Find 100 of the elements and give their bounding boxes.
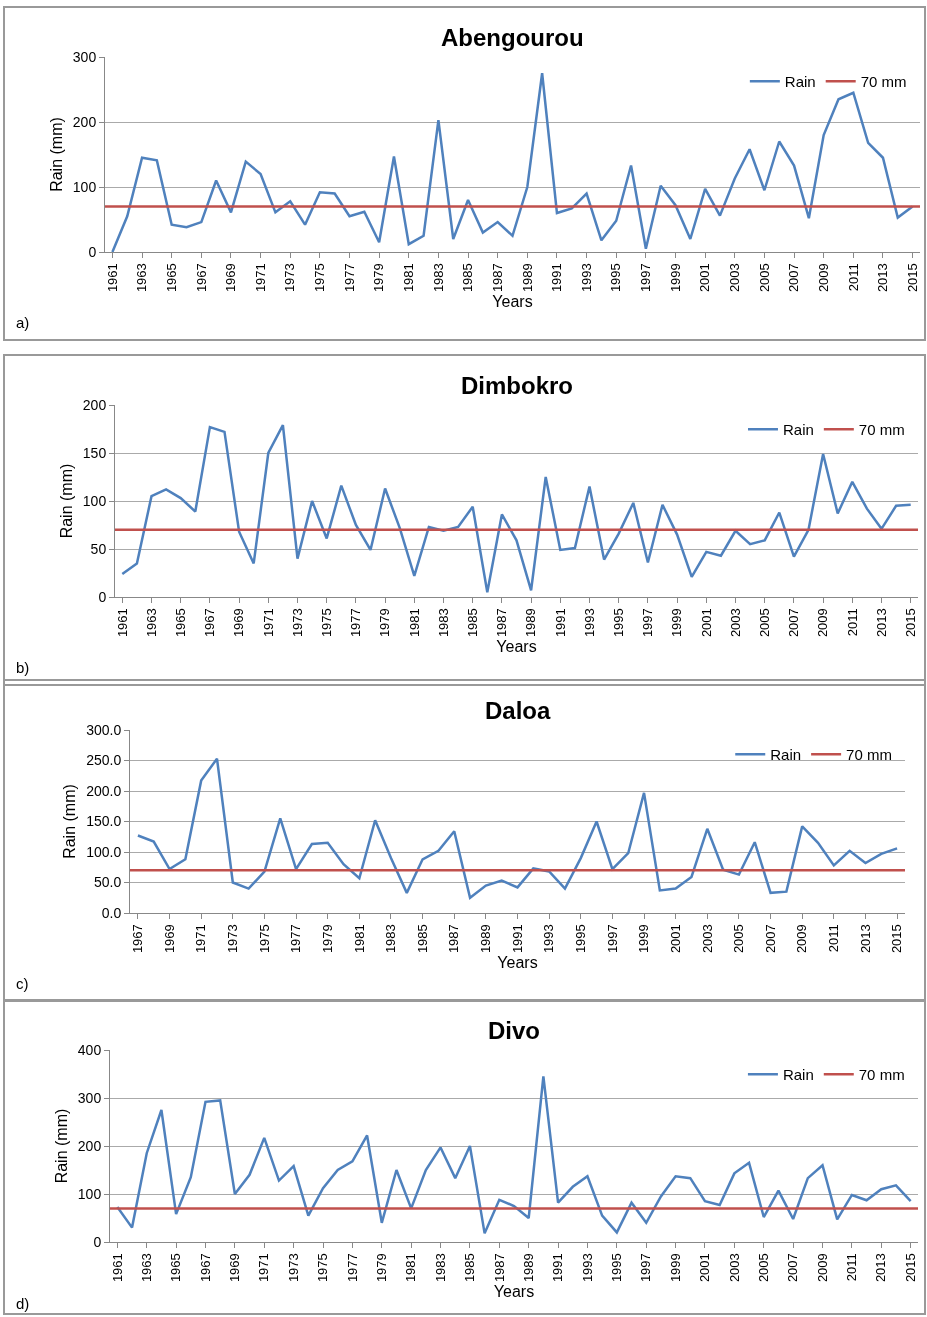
x-tick-label: 1993 [581, 608, 597, 638]
legend-label: Rain [770, 746, 802, 764]
x-tick-label: 1967 [202, 608, 218, 638]
legend-label: Rain [782, 421, 814, 439]
x-tick-label: 1989 [519, 263, 535, 293]
text: d) [16, 1295, 30, 1312]
x-tick-label: 1997 [638, 263, 654, 293]
chart-title: Dimbokro [461, 372, 574, 399]
x-tick-label: 1971 [252, 263, 268, 293]
x-tick-label: 1971 [260, 608, 276, 638]
x-tick-label: 1979 [371, 263, 387, 293]
x-tick-label: 1995 [609, 1253, 625, 1283]
legend-label: Rain [784, 73, 816, 91]
x-tick-label: 2011 [845, 263, 861, 292]
x-tick-label: 1999 [669, 608, 685, 638]
x-tick-label: 2011 [844, 1253, 860, 1282]
x-axis-title: Years [496, 637, 537, 655]
y-tick-label: 250.0 [86, 752, 122, 769]
line-series [111, 72, 914, 252]
x-tick-label: 1981 [406, 608, 422, 638]
x-tick-label: 2011 [826, 924, 842, 953]
x-tick-label: 1969 [223, 263, 239, 293]
x-tick-label: 1995 [608, 263, 624, 293]
y-tick-label: 300 [72, 48, 97, 65]
x-tick-label: 1987 [494, 608, 510, 638]
x-tick-label: 1973 [225, 924, 241, 954]
x-tick-label: 2003 [727, 608, 743, 638]
x-tick-label: 2001 [698, 608, 714, 638]
x-tick-label: 2007 [786, 263, 802, 293]
y-tick-label: 100 [72, 178, 97, 195]
x-tick-label: 1991 [549, 263, 565, 293]
y-tick-label: 100.0 [86, 843, 122, 860]
x-tick-label: 1965 [163, 263, 179, 293]
x-tick-label: 2001 [697, 1253, 713, 1283]
y-tick-label: 100 [82, 492, 107, 509]
x-tick-label: 2007 [786, 608, 802, 638]
legend-label: 70 mm [858, 421, 905, 439]
line-series [121, 423, 912, 594]
x-tick-label: 1969 [231, 608, 247, 638]
x-tick-label: 1987 [491, 1253, 507, 1283]
x-tick-label: 1999 [667, 263, 683, 293]
x-tick-label: 2001 [667, 924, 683, 954]
x-tick-label: 1989 [523, 608, 539, 638]
x-tick-label: 2015 [889, 924, 905, 954]
y-tick-label: 0.0 [101, 904, 122, 921]
x-tick-label: 1995 [572, 924, 588, 954]
x-tick-label: 2011 [844, 608, 860, 637]
x-tick-label: 1971 [193, 924, 209, 954]
x-tick-label: 1973 [285, 1253, 301, 1283]
x-tick-label: 2015 [904, 263, 920, 293]
x-tick-label: 1965 [168, 1253, 184, 1283]
y-tick-label: 150.0 [86, 813, 122, 830]
y-tick-label: 150 [82, 444, 107, 461]
y-tick-label: 200 [72, 113, 97, 130]
legend-label: 70 mm [858, 1066, 905, 1084]
y-tick-label: 50.0 [93, 874, 122, 891]
y-tick-label: 200.0 [86, 782, 122, 799]
x-tick-label: 1979 [377, 608, 393, 638]
y-tick-label: 300.0 [86, 721, 122, 738]
x-tick-label: 1987 [489, 263, 505, 293]
x-tick-label: 2013 [873, 608, 889, 638]
y-tick-label: 200 [77, 1137, 102, 1154]
x-axis-title: Years [497, 953, 538, 971]
legend-label: 70 mm [860, 73, 907, 91]
chart-title: Daloa [485, 697, 552, 724]
x-tick-label: 1963 [134, 263, 150, 293]
x-tick-label: 1999 [636, 924, 652, 954]
text: c) [16, 975, 29, 992]
x-tick-label: 1985 [414, 924, 430, 954]
x-tick-label: 2007 [762, 924, 778, 954]
x-tick-label: 2013 [857, 924, 873, 954]
y-tick-label: 400 [77, 1041, 102, 1058]
chart-title: Divo [488, 1017, 541, 1044]
x-tick-label: 1967 [197, 1253, 213, 1283]
x-tick-label: 2005 [755, 1253, 771, 1283]
x-tick-label: 1981 [403, 1253, 419, 1283]
x-tick-label: 1997 [604, 924, 620, 954]
x-tick-label: 1991 [550, 1253, 566, 1283]
x-tick-label: 1969 [161, 924, 177, 954]
x-tick-label: 1977 [288, 924, 304, 954]
x-tick-label: 1969 [227, 1253, 243, 1283]
x-tick-label: 2009 [794, 924, 810, 954]
x-tick-label: 1967 [193, 263, 209, 293]
x-tick-label: 1967 [130, 924, 146, 954]
x-axis-title: Years [493, 1282, 535, 1300]
x-tick-label: 2015 [902, 608, 918, 638]
x-tick-label: 1975 [315, 1253, 331, 1283]
x-tick-label: 1963 [143, 608, 159, 638]
x-tick-label: 1991 [552, 608, 568, 638]
text: a) [16, 314, 30, 331]
x-tick-label: 2009 [814, 1253, 830, 1283]
x-tick-label: 2003 [699, 924, 715, 954]
y-axis-title: Rain (mm) [57, 463, 75, 539]
x-tick-label: 1973 [282, 263, 298, 293]
x-tick-label: 1971 [256, 1253, 272, 1283]
x-axis-title: Years [492, 292, 533, 310]
x-tick-label: 1961 [104, 263, 120, 293]
x-tick-label: 1999 [667, 1253, 683, 1283]
y-tick-label: 50 [90, 540, 107, 557]
x-tick-label: 1973 [289, 608, 305, 638]
